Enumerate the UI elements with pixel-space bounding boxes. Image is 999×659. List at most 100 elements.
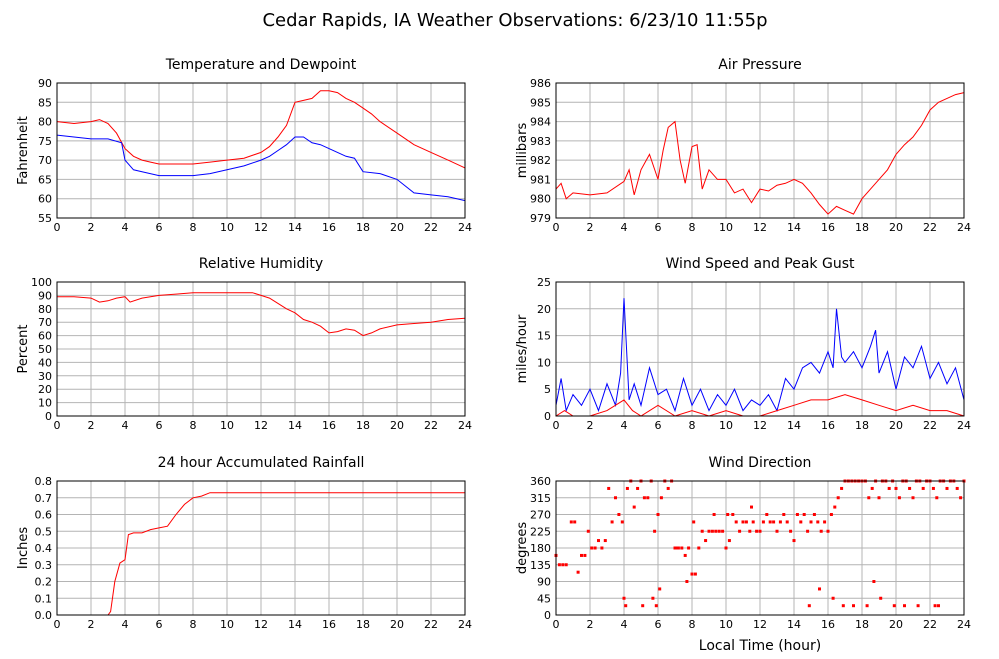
- rh-series-line-0: [57, 292, 466, 337]
- wdir-y-tick-label: 270: [530, 509, 551, 522]
- wind-series-line-0: [555, 298, 965, 413]
- wdir-point: [687, 546, 691, 550]
- wdir-point: [685, 580, 689, 583]
- wdir-point: [867, 496, 871, 500]
- temp-x-tick-label: 14: [288, 221, 302, 234]
- wdir-point: [775, 529, 779, 533]
- wdir-point: [693, 572, 697, 576]
- wdir-point: [617, 513, 621, 516]
- wdir-point: [590, 546, 594, 550]
- temp-x-tick-label: 8: [190, 221, 197, 234]
- wdir-point: [707, 529, 711, 533]
- rh-y-tick-label: 60: [38, 330, 52, 343]
- wind-x-tick-label: 0: [553, 419, 560, 432]
- rain-x-tick-label: 14: [288, 618, 302, 631]
- rh-x-tick-label: 4: [122, 419, 129, 432]
- wdir-point: [937, 604, 940, 608]
- rh-x-tick-label: 14: [288, 419, 302, 432]
- wdir-point: [610, 520, 614, 524]
- wdir-point: [755, 529, 759, 533]
- rh-x-tick-label: 22: [424, 419, 438, 432]
- temp-y-tick-label: 85: [38, 96, 52, 109]
- pressure-y-tick-label: 979: [530, 212, 551, 225]
- wdir-point: [712, 513, 716, 516]
- wdir-point: [872, 580, 876, 583]
- wdir-point: [583, 553, 587, 557]
- wdir-point: [785, 520, 789, 524]
- temp-y-tick-label: 75: [38, 135, 52, 148]
- wdir-point: [852, 604, 855, 608]
- wdir-y-tick-label: 315: [530, 492, 551, 505]
- temp-x-tick-label: 6: [156, 221, 163, 234]
- rain-y-tick-label: 0.0: [35, 609, 53, 622]
- wdir-point: [658, 587, 662, 591]
- rain-x-tick-label: 8: [190, 618, 197, 631]
- wdir-x-tick-label: 20: [889, 618, 903, 631]
- temp-x-tick-label: 16: [322, 221, 336, 234]
- rh-x-tick-label: 6: [156, 419, 163, 432]
- wdir-title: Wind Direction: [709, 455, 812, 471]
- pressure-x-tick-label: 20: [889, 221, 903, 234]
- pressure-x-tick-label: 0: [553, 221, 560, 234]
- rh-x-tick-label: 10: [220, 419, 234, 432]
- wdir-point: [724, 546, 728, 550]
- wind-x-tick-label: 10: [719, 419, 733, 432]
- pressure-frame: [555, 82, 965, 219]
- wdir-point: [607, 486, 611, 490]
- temp-series-line-1: [56, 134, 466, 202]
- wdir-point: [959, 496, 963, 500]
- wind-x-tick-label: 8: [689, 419, 696, 432]
- rh-y-tick-label: 100: [31, 276, 52, 289]
- wdir-point: [833, 505, 837, 509]
- wdir-point: [714, 529, 718, 533]
- wdir-point: [690, 572, 694, 576]
- temp-frame: [56, 82, 466, 219]
- wdir-point: [836, 496, 840, 500]
- rain-x-tick-label: 0: [54, 618, 61, 631]
- temp-x-tick-label: 22: [424, 221, 438, 234]
- pressure-x-tick-label: 18: [855, 221, 869, 234]
- wdir-point: [632, 505, 636, 509]
- rh-x-tick-label: 0: [54, 419, 61, 432]
- wdir-point: [792, 539, 796, 543]
- temp-title: Temperature and Dewpoint: [165, 57, 357, 73]
- wdir-point: [831, 596, 835, 600]
- wdir-point: [656, 513, 660, 516]
- rh-y-tick-label: 30: [38, 370, 52, 383]
- wdir-point: [636, 486, 640, 490]
- wdir-point: [935, 496, 939, 500]
- wind-frame: [555, 281, 965, 417]
- rh-x-tick-label: 12: [254, 419, 268, 432]
- wdir-point: [680, 546, 684, 550]
- wdir-point: [744, 520, 748, 524]
- wdir-x-tick-label: 2: [587, 618, 594, 631]
- wdir-point: [734, 520, 738, 524]
- wdir-y-tick-label: 135: [530, 559, 551, 572]
- wind-x-tick-label: 18: [855, 419, 869, 432]
- rain-x-tick-label: 16: [322, 618, 336, 631]
- wdir-point: [717, 529, 721, 533]
- pressure-title: Air Pressure: [718, 57, 801, 73]
- wdir-point: [795, 513, 799, 516]
- wdir-point: [704, 539, 708, 543]
- wdir-y-tick-label: 90: [537, 576, 551, 589]
- wdir-point: [721, 529, 725, 533]
- pressure-x-tick-label: 12: [753, 221, 767, 234]
- wdir-y-tick-label: 45: [537, 592, 551, 605]
- wdir-point: [750, 505, 753, 509]
- wdir-point: [887, 486, 891, 490]
- wdir-point: [683, 553, 687, 557]
- rh-y-tick-label: 20: [38, 383, 52, 396]
- wdir-point: [654, 604, 658, 608]
- rain-frame: [56, 480, 466, 616]
- wdir-point: [727, 539, 731, 543]
- wind-y-tick-label: 15: [537, 330, 551, 343]
- wdir-point: [659, 496, 663, 500]
- rh-x-tick-label: 16: [322, 419, 336, 432]
- wdir-point: [879, 596, 883, 600]
- pressure-y-tick-label: 985: [530, 96, 551, 109]
- wdir-point: [731, 513, 735, 516]
- wdir-point: [894, 486, 898, 490]
- wdir-point: [603, 539, 607, 543]
- wdir-point: [620, 520, 624, 524]
